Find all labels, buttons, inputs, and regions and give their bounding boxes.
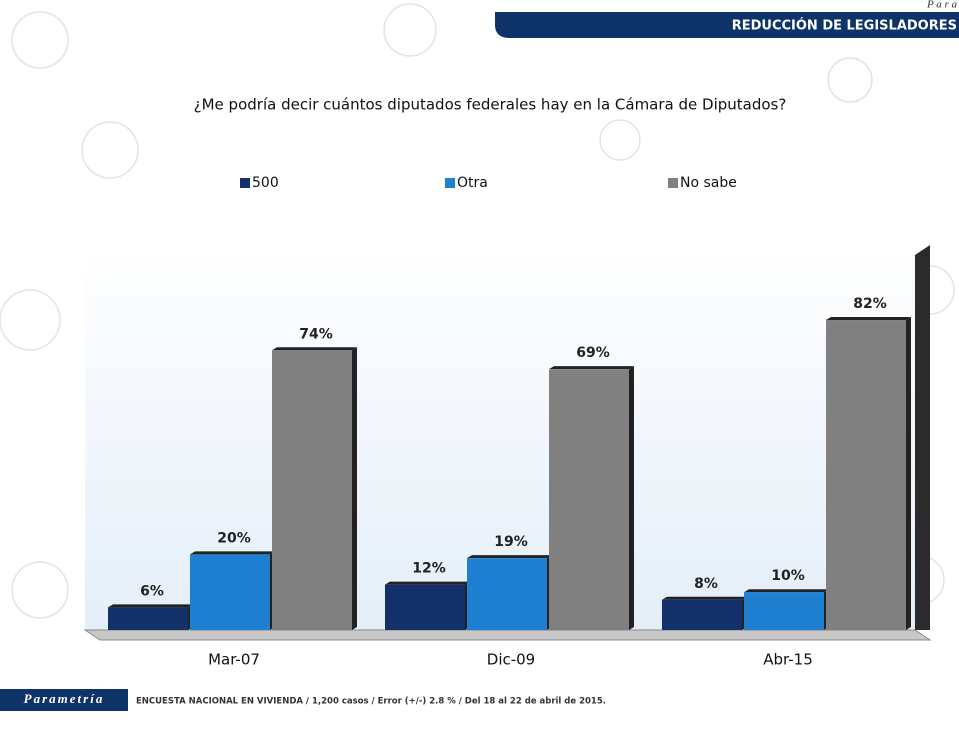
- bar: [744, 592, 824, 630]
- value-label: 19%: [494, 534, 528, 550]
- value-label: 10%: [771, 568, 805, 584]
- bar: [467, 558, 547, 630]
- value-label: 12%: [412, 561, 446, 577]
- bar-top: [549, 366, 634, 370]
- bar: [826, 320, 906, 630]
- bar-top: [385, 581, 470, 585]
- bar-side: [629, 366, 634, 630]
- value-label: 8%: [694, 576, 718, 592]
- section-title: REDUCCIÓN DE LEGISLADORES: [732, 18, 957, 34]
- bar-top: [467, 555, 552, 559]
- legend-swatch: [240, 178, 250, 188]
- legend-swatch: [668, 178, 678, 188]
- bar-top: [272, 347, 357, 351]
- x-tick-label: Mar-07: [208, 651, 260, 669]
- bar: [662, 599, 742, 630]
- bar: [385, 584, 465, 630]
- footer-logo: Parametría: [24, 691, 105, 706]
- x-tick-label: Dic-09: [487, 651, 535, 669]
- brand-text: P a r a: [926, 0, 958, 11]
- bar-top: [744, 589, 829, 593]
- legend-label: 500: [252, 175, 279, 191]
- bar-top: [108, 604, 193, 608]
- bar-side: [906, 317, 911, 630]
- value-label: 20%: [217, 530, 251, 546]
- chart-title: ¿Me podría decir cuántos diputados feder…: [194, 96, 787, 114]
- bar-side: [352, 347, 357, 630]
- bar-top: [190, 551, 275, 555]
- legend-label: No sabe: [680, 175, 737, 191]
- footer-logo-box: [0, 689, 128, 711]
- plot-side-wall: [915, 245, 930, 630]
- header-band: [495, 12, 959, 38]
- value-label: 69%: [576, 345, 610, 361]
- bar: [272, 350, 352, 630]
- x-tick-label: Abr-15: [763, 651, 813, 669]
- value-label: 82%: [853, 296, 887, 312]
- plot-floor: [83, 629, 932, 641]
- value-label: 6%: [140, 583, 164, 599]
- bar: [108, 607, 188, 630]
- value-label: 74%: [299, 326, 333, 342]
- legend-swatch: [445, 178, 455, 188]
- legend-label: Otra: [457, 175, 488, 191]
- bar-top: [662, 596, 747, 600]
- bar-top: [826, 317, 911, 321]
- bar: [549, 369, 629, 630]
- footer-note: ENCUESTA NACIONAL EN VIVIENDA / 1,200 ca…: [136, 697, 606, 707]
- bar: [190, 554, 270, 630]
